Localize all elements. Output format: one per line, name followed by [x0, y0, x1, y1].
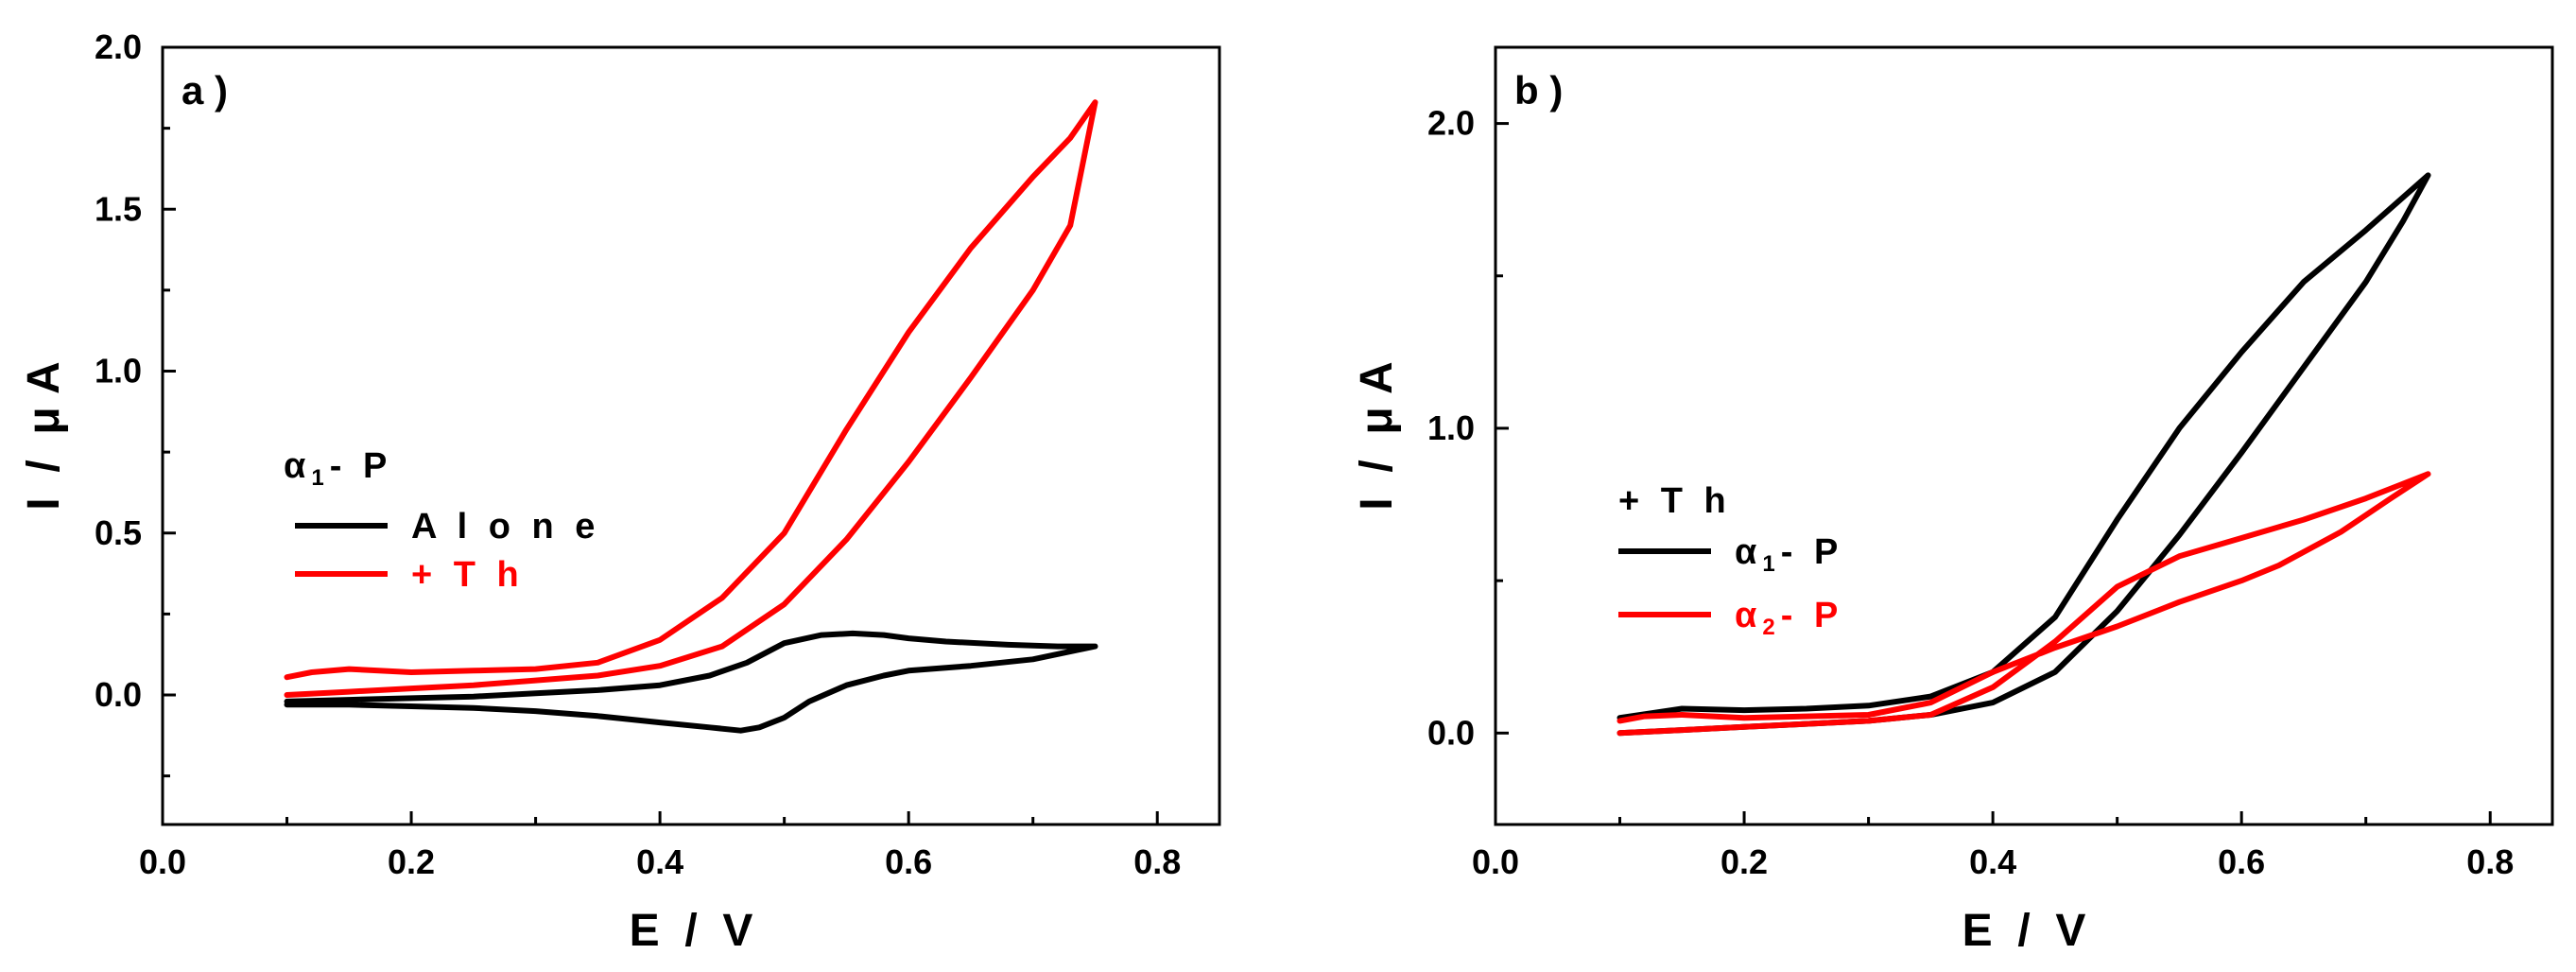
legend-b-alpha2-sub: 2: [1762, 615, 1780, 640]
y-tick-label-b-2: 2.0: [1427, 104, 1475, 143]
x-tick-label-a-3: 0.6: [885, 842, 932, 881]
x-tick-label-a-0: 0.0: [139, 842, 186, 881]
x-tick-label-a-2: 0.4: [636, 842, 683, 881]
legend-b-alpha1-greek: α: [1735, 532, 1762, 572]
legend-label-b-alpha1: α1- P: [1735, 532, 1843, 577]
legend-b: + T h α1- P α2- P: [1618, 481, 1843, 640]
y-tick-label-b-1: 1.0: [1427, 408, 1475, 447]
legend-label-b-alpha2: α2- P: [1735, 596, 1843, 640]
y-axis-title-a: I / μ A: [19, 361, 69, 510]
series-group-b: [1616, 172, 2431, 737]
y-tick-label-a-3: 1.5: [95, 189, 142, 228]
legend-a: α1- P A l o n e + T h: [284, 446, 600, 595]
x-tick-label-a-1: 0.2: [388, 842, 435, 881]
legend-label-a-alone: A l o n e: [411, 507, 600, 547]
y-tick-label-a-2: 1.0: [95, 352, 142, 391]
legend-title-a-sub: 1: [311, 465, 329, 491]
x-tick-label-b-3: 0.6: [2218, 842, 2265, 881]
series-line-a-1: [284, 99, 1098, 698]
y-tick-label-a-1: 0.5: [95, 513, 142, 552]
panel-label-a: a ): [182, 68, 228, 113]
series-group-a: [284, 99, 1098, 734]
legend-b-alpha2-rest: - P: [1781, 596, 1844, 635]
x-axis-title-a: E / V: [630, 906, 753, 956]
x-axis-title-b: E / V: [1962, 906, 2086, 956]
legend-title-a: α1- P: [284, 446, 392, 491]
x-tick-label-b-2: 0.4: [1969, 842, 2016, 881]
legend-title-a-rest: - P: [330, 446, 393, 486]
legend-title-a-greek: α: [284, 446, 311, 486]
y-tick-label-b-0: 0.0: [1427, 713, 1475, 752]
x-tick-label-a-4: 0.8: [1133, 842, 1181, 881]
series-line-a-0: [284, 630, 1098, 734]
legend-title-b: + T h: [1618, 481, 1732, 521]
axis-ticks-a: 0.0 0.2 0.4 0.6 0.8 0.0 0.5 1.0 1.5 2.0: [95, 27, 1181, 881]
panel-b: 0.0 0.2 0.4 0.6 0.8 0.0 1.0 2.0 b ) E / V I / μ…: [1352, 45, 2554, 956]
y-tick-label-a-0: 0.0: [95, 675, 142, 714]
panel-a: 0.0 0.2 0.4 0.6 0.8 0.0 0.5 1.0 1.5 2.0 a ) E / V…: [19, 27, 1221, 956]
legend-label-a-th: + T h: [411, 555, 525, 595]
x-tick-label-b-1: 0.2: [1720, 842, 1768, 881]
y-tick-label-a-4: 2.0: [95, 27, 142, 66]
x-tick-label-b-4: 0.8: [2466, 842, 2514, 881]
panel-label-b: b ): [1514, 68, 1563, 113]
series-line-b-1: [1616, 471, 2431, 737]
legend-b-alpha1-rest: - P: [1781, 532, 1844, 572]
axis-ticks-b: 0.0 0.2 0.4 0.6 0.8 0.0 1.0 2.0: [1427, 104, 2514, 881]
plot-frame-b: [1494, 45, 2554, 826]
series-line-b-0: [1616, 172, 2431, 737]
plot-frame-a: [161, 45, 1221, 826]
x-tick-label-b-0: 0.0: [1472, 842, 1519, 881]
legend-b-alpha2-greek: α: [1735, 596, 1762, 635]
y-axis-title-b: I / μ A: [1352, 361, 1402, 510]
legend-b-alpha1-sub: 1: [1762, 551, 1780, 577]
